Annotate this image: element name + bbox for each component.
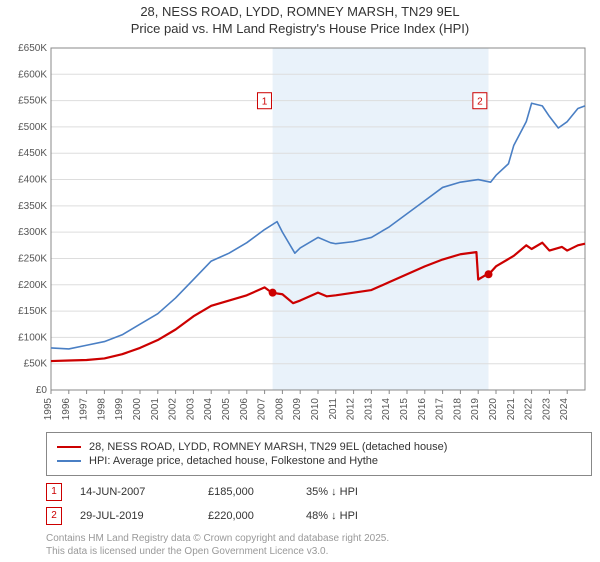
svg-text:2004: 2004 xyxy=(203,397,214,420)
svg-text:2010: 2010 xyxy=(310,397,321,420)
transaction-pct: 48% ↓ HPI xyxy=(306,510,406,522)
legend-row: HPI: Average price, detached house, Folk… xyxy=(57,455,581,467)
svg-text:£450K: £450K xyxy=(18,148,47,159)
legend-label: 28, NESS ROAD, LYDD, ROMNEY MARSH, TN29 … xyxy=(89,441,447,453)
transaction-marker: 2 xyxy=(46,507,62,525)
svg-text:1: 1 xyxy=(262,97,268,108)
svg-text:2024: 2024 xyxy=(559,397,570,420)
svg-text:2018: 2018 xyxy=(452,397,463,420)
transaction-marker: 1 xyxy=(46,483,62,501)
svg-text:2014: 2014 xyxy=(381,397,392,420)
svg-text:2022: 2022 xyxy=(524,397,535,420)
footnote: Contains HM Land Registry data © Crown c… xyxy=(46,532,592,558)
svg-text:2000: 2000 xyxy=(132,397,143,420)
svg-text:2017: 2017 xyxy=(435,397,446,420)
svg-text:£300K: £300K xyxy=(18,227,47,238)
svg-text:1996: 1996 xyxy=(61,397,72,420)
svg-text:£600K: £600K xyxy=(18,69,47,80)
svg-text:£100K: £100K xyxy=(18,332,47,343)
legend-row: 28, NESS ROAD, LYDD, ROMNEY MARSH, TN29 … xyxy=(57,441,581,453)
svg-text:2009: 2009 xyxy=(292,397,303,420)
chart-area: £0 £50K £100K £150K £200K £250K £300K £350K £400… xyxy=(9,44,591,424)
svg-text:2011: 2011 xyxy=(328,397,339,419)
svg-text:£550K: £550K xyxy=(18,95,47,106)
svg-text:2006: 2006 xyxy=(239,397,250,420)
svg-text:2: 2 xyxy=(477,97,483,108)
footnote-line1: Contains HM Land Registry data © Crown c… xyxy=(46,532,592,545)
svg-text:2013: 2013 xyxy=(363,397,374,420)
transaction-price: £220,000 xyxy=(208,510,288,522)
svg-text:2001: 2001 xyxy=(150,397,161,420)
svg-text:1999: 1999 xyxy=(114,397,125,420)
svg-text:2005: 2005 xyxy=(221,397,232,420)
svg-text:2021: 2021 xyxy=(506,397,517,420)
line-chart-svg: £0 £50K £100K £150K £200K £250K £300K £350K £400… xyxy=(9,44,591,424)
svg-text:1998: 1998 xyxy=(96,397,107,420)
svg-text:£650K: £650K xyxy=(18,44,47,54)
svg-text:£0: £0 xyxy=(36,385,48,396)
legend-swatch xyxy=(57,460,81,462)
svg-text:2012: 2012 xyxy=(346,397,357,420)
svg-text:1995: 1995 xyxy=(43,397,54,420)
title-line1: 28, NESS ROAD, LYDD, ROMNEY MARSH, TN29 … xyxy=(4,4,596,21)
svg-text:2008: 2008 xyxy=(274,397,285,420)
svg-text:£200K: £200K xyxy=(18,280,47,291)
transaction-row: 1 14-JUN-2007 £185,000 35% ↓ HPI xyxy=(46,482,592,502)
legend-swatch xyxy=(57,446,81,448)
transaction-date: 29-JUL-2019 xyxy=(80,510,190,522)
svg-text:2003: 2003 xyxy=(185,397,196,420)
footnote-line2: This data is licensed under the Open Gov… xyxy=(46,545,592,558)
chart-title: 28, NESS ROAD, LYDD, ROMNEY MARSH, TN29 … xyxy=(4,4,596,38)
svg-text:2015: 2015 xyxy=(399,397,410,420)
svg-text:2023: 2023 xyxy=(541,397,552,420)
svg-text:1997: 1997 xyxy=(79,397,90,420)
transaction-pct: 35% ↓ HPI xyxy=(306,486,406,498)
transaction-date: 14-JUN-2007 xyxy=(80,486,190,498)
svg-text:2020: 2020 xyxy=(488,397,499,420)
svg-text:£500K: £500K xyxy=(18,122,47,133)
svg-text:£400K: £400K xyxy=(18,174,47,185)
svg-text:£150K: £150K xyxy=(18,306,47,317)
svg-text:£250K: £250K xyxy=(18,253,47,264)
transactions-table: 1 14-JUN-2007 £185,000 35% ↓ HPI 2 29-JUL-201… xyxy=(46,482,592,526)
svg-text:£350K: £350K xyxy=(18,201,47,212)
svg-text:2019: 2019 xyxy=(470,397,481,420)
title-line2: Price paid vs. HM Land Registry's House … xyxy=(4,21,596,38)
transaction-row: 2 29-JUL-2019 £220,000 48% ↓ HPI xyxy=(46,506,592,526)
svg-text:2007: 2007 xyxy=(257,397,268,420)
legend-label: HPI: Average price, detached house, Folk… xyxy=(89,455,378,467)
legend-box: 28, NESS ROAD, LYDD, ROMNEY MARSH, TN29 … xyxy=(46,432,592,476)
transaction-price: £185,000 xyxy=(208,486,288,498)
svg-text:2002: 2002 xyxy=(168,397,179,420)
svg-text:2016: 2016 xyxy=(417,397,428,420)
svg-text:£50K: £50K xyxy=(24,358,48,369)
